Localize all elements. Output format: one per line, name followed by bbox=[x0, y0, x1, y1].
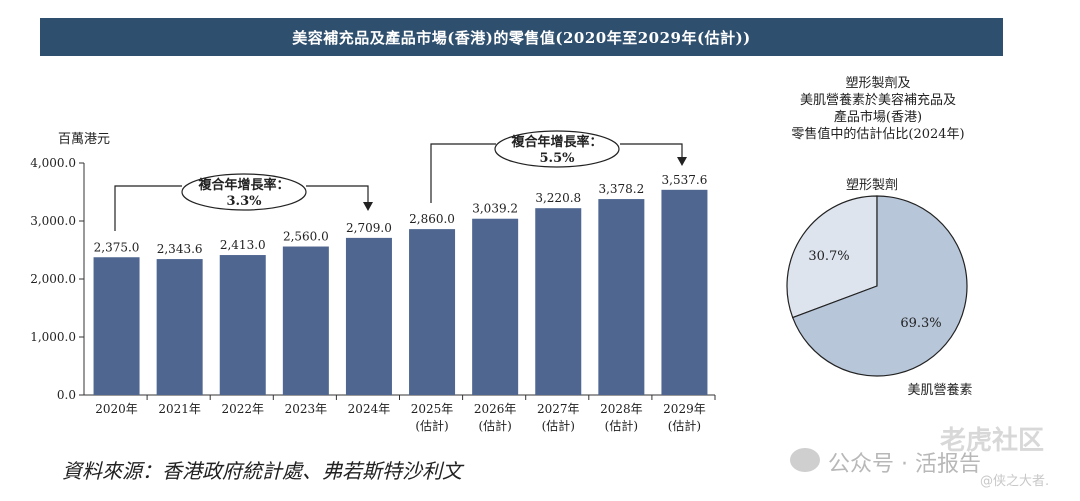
x-tick-sublabel: (估計) bbox=[415, 418, 448, 433]
bar-value-label: 2,709.0 bbox=[346, 221, 392, 235]
cagr-annotation-1: 複合年增長率： 3.3% bbox=[114, 173, 373, 231]
bar bbox=[219, 255, 266, 395]
y-tick-label: 3,000.0 bbox=[30, 214, 76, 228]
y-axis-ticks: 0.0 1,000.0 2,000.0 3,000.0 4,000.0 bbox=[30, 156, 84, 402]
bar-value-label: 3,220.8 bbox=[535, 191, 581, 205]
pie-value-label-skin: 69.3% bbox=[900, 316, 941, 331]
x-tick-label: 2028年 bbox=[600, 402, 643, 416]
x-tick-sublabel: (估計) bbox=[542, 418, 575, 433]
x-tick-label: 2022年 bbox=[221, 402, 264, 416]
bar-value-label: 2,343.6 bbox=[157, 242, 203, 256]
x-tick-label: 2029年 bbox=[663, 402, 706, 416]
y-tick-label: 0.0 bbox=[57, 388, 76, 402]
x-tick-sublabel: (估計) bbox=[668, 418, 701, 433]
pie-title-line-2: 美肌營養素於美容補充品及 bbox=[800, 92, 956, 108]
bar-chart: 百萬港元 0.0 1,000.0 2,000.0 3,000.0 4,000.0 2,3… bbox=[30, 130, 716, 433]
bar-value-label: 2,413.0 bbox=[220, 238, 266, 252]
x-tick-sublabel: (估計) bbox=[605, 418, 638, 433]
bar bbox=[598, 199, 645, 395]
chart-title-banner: 美容補充品及產品市場(香港)的零售值(2020年至2029年(估計)) bbox=[40, 18, 1003, 56]
x-axis-labels: 2020年 2021年 2022年 2023年 2024年 2025年 (估計) 2026年 (… bbox=[95, 395, 716, 433]
pie-chart: 塑形製劑及 美肌營養素於美容補充品及 產品市場(香港) 零售值中的估計佔比(20… bbox=[786, 75, 973, 398]
bar bbox=[156, 259, 203, 395]
cagr-bracket-1-right bbox=[306, 185, 369, 203]
bar bbox=[409, 229, 456, 395]
bar-value-label: 2,860.0 bbox=[409, 212, 455, 226]
x-tick-label: 2026年 bbox=[474, 402, 517, 416]
x-tick-label: 2020年 bbox=[95, 402, 138, 416]
pie-slice-skin bbox=[791, 195, 968, 377]
cagr-ellipse-1 bbox=[181, 173, 307, 211]
pie-title-line-3: 產品市場(香港) bbox=[834, 109, 922, 125]
watermark-text-1: 公众号 · 活报告 bbox=[828, 452, 981, 477]
y-tick-label: 4,000.0 bbox=[30, 156, 76, 170]
wechat-logo-icon bbox=[790, 448, 820, 472]
pie-slice-label-shaping: 塑形製劑 bbox=[846, 177, 898, 193]
x-tick-label: 2025年 bbox=[411, 402, 454, 416]
bar bbox=[661, 189, 708, 395]
bar-value-label: 2,560.0 bbox=[283, 230, 329, 244]
y-tick-label: 1,000.0 bbox=[30, 330, 76, 344]
pie-slices bbox=[786, 195, 968, 377]
pie-value-label-shaping: 30.7% bbox=[808, 249, 849, 264]
cagr-value-2: 5.5% bbox=[540, 151, 576, 166]
cagr-bracket-2 bbox=[430, 143, 496, 203]
bar bbox=[282, 246, 329, 395]
cagr-value-1: 3.3% bbox=[227, 194, 263, 209]
bar-value-label: 3,537.6 bbox=[662, 173, 708, 187]
pie-title-line-4: 零售值中的估計佔比(2024年) bbox=[791, 126, 964, 142]
pie-slice-shaping bbox=[786, 195, 878, 319]
x-tick-label: 2024年 bbox=[348, 402, 391, 416]
cagr-bracket-1 bbox=[114, 185, 182, 231]
cagr-ellipse-2 bbox=[494, 130, 620, 168]
x-tick-sublabel: (估計) bbox=[478, 418, 511, 433]
cagr-bracket-2-right bbox=[620, 143, 683, 158]
bar bbox=[93, 257, 140, 395]
cagr-label-1: 複合年增長率： bbox=[197, 177, 289, 193]
bar-value-label: 3,039.2 bbox=[472, 202, 518, 216]
pie-title-line-1: 塑形製劑及 bbox=[845, 75, 910, 91]
cagr-arrowhead-1 bbox=[363, 202, 373, 211]
watermark-text-2: 老虎社区 bbox=[940, 426, 1045, 456]
cagr-label-2: 複合年增長率： bbox=[510, 134, 602, 150]
x-tick-label: 2023年 bbox=[285, 402, 328, 416]
cagr-annotation-2: 複合年增長率： 5.5% bbox=[430, 130, 687, 203]
bar-value-label: 2,375.0 bbox=[94, 240, 140, 254]
watermark-text-3: @侠之大者. bbox=[980, 474, 1050, 489]
x-tick-label: 2021年 bbox=[158, 402, 201, 416]
bar bbox=[345, 237, 392, 395]
bar bbox=[472, 218, 519, 395]
x-tick-label: 2027年 bbox=[537, 402, 580, 416]
bar-value-label: 3,378.2 bbox=[598, 182, 644, 196]
cagr-arrowhead-2 bbox=[677, 157, 687, 166]
pie-slice-label-skin: 美肌營養素 bbox=[907, 382, 972, 398]
source-note: 資料來源：香港政府統計處、弗若斯特沙利文 bbox=[62, 459, 462, 483]
y-axis-unit-label: 百萬港元 bbox=[58, 132, 110, 147]
bar bbox=[535, 208, 582, 395]
y-tick-label: 2,000.0 bbox=[30, 272, 76, 286]
bar-series: 2,375.0 2,343.6 2,413.0 2,560.0 2,709.0 2,860… bbox=[93, 173, 708, 395]
